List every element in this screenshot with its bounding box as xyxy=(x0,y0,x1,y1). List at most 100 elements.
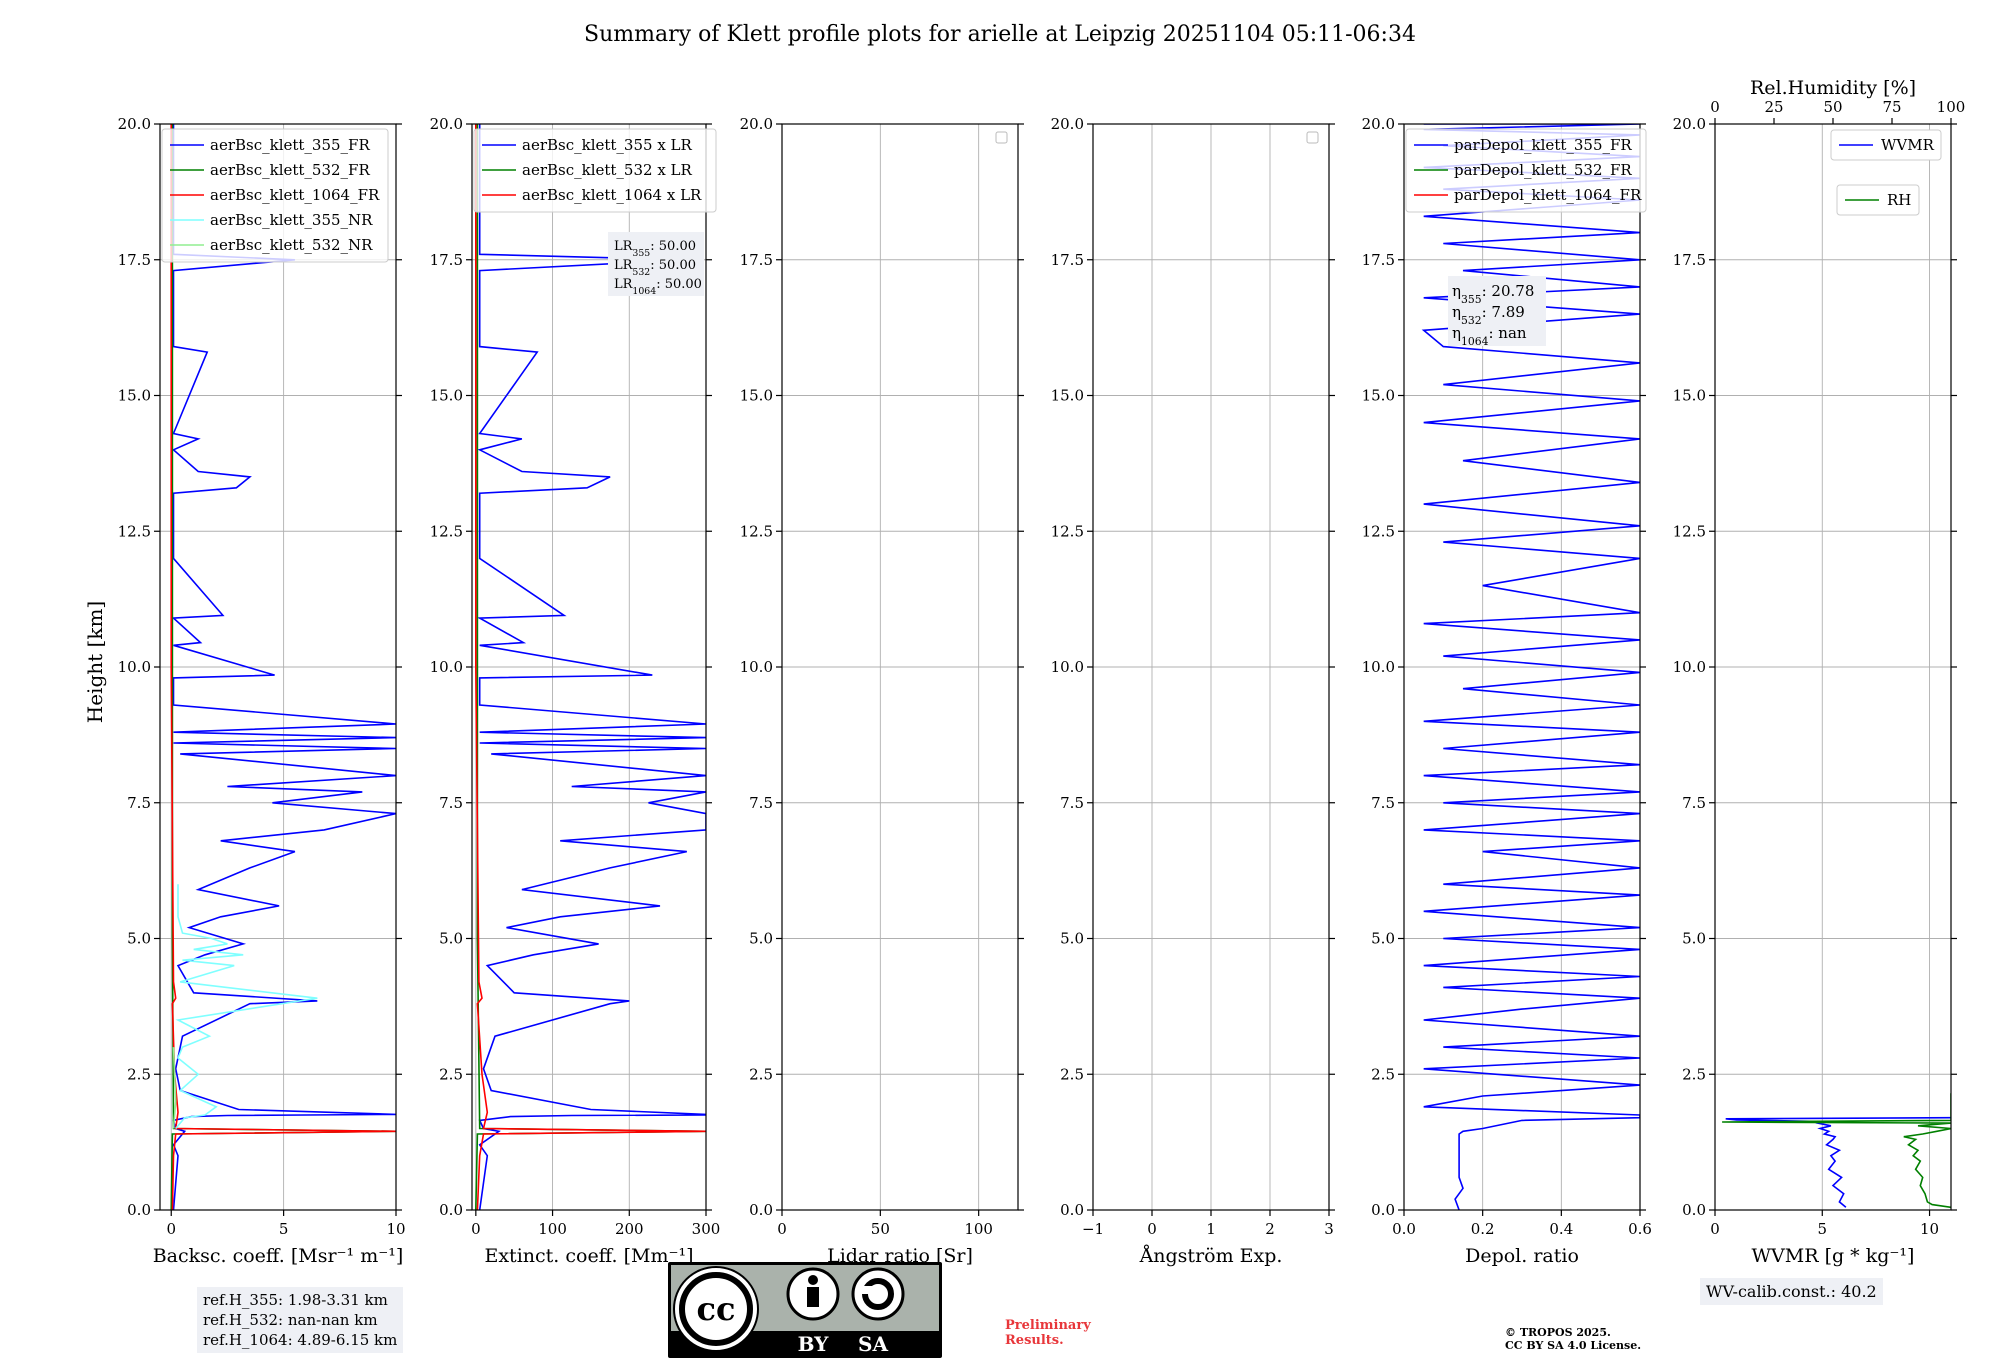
y-tick-label: 17.5 xyxy=(1362,251,1395,269)
y-tick-label: 2.5 xyxy=(1060,1065,1084,1083)
wv-calibration-box: WV-calib.const.: 40.2 xyxy=(1700,1278,1883,1305)
x-tick-label: 0.6 xyxy=(1628,1220,1652,1238)
y-tick-label: 20.0 xyxy=(1362,115,1395,133)
depol-ratio-value: η1064: nan xyxy=(1452,324,1527,348)
lr-value: LR1064: 50.00 xyxy=(614,277,702,297)
y-tick-label: 20.0 xyxy=(430,115,463,133)
y-tick-label: 5.0 xyxy=(1371,930,1395,948)
y-tick-label: 2.5 xyxy=(749,1065,773,1083)
x-tick-label: 5 xyxy=(279,1220,289,1238)
panel-depol: 0.0 2.5 5.0 7.5 10.0 12.5 15.0 17.5 20.0 0.0 0.2 0.… xyxy=(1362,115,1652,1267)
sa-recycle-icon xyxy=(851,1267,905,1321)
panel-wv: 0.02.55.07.510.012.515.017.520.00 5 10WVMR… xyxy=(1673,77,1966,1267)
legend-label: aerBsc_klett_1064_FR xyxy=(210,186,380,204)
x-tick-label: 2 xyxy=(1265,1220,1275,1238)
legend-label: aerBsc_klett_355 x LR xyxy=(522,136,693,154)
series-aerBsc_klett_355_FR xyxy=(171,124,396,1210)
panels: 0.02.55.07.510.012.515.017.520.00 5 10Back… xyxy=(118,77,1966,1267)
by-label: BY xyxy=(798,1332,830,1356)
preliminary-line-2: Results. xyxy=(1005,1333,1064,1348)
lr-value: LR355: 50.00 xyxy=(614,239,696,259)
y-tick-label: 20.0 xyxy=(1673,115,1706,133)
x-tick-label: 0.2 xyxy=(1471,1220,1495,1238)
x-tick-label: 10 xyxy=(386,1220,405,1238)
reference-height-box: ref.H_355: 1.98-3.31 km ref.H_532: nan-n… xyxy=(197,1287,404,1353)
y-tick-label: 10.0 xyxy=(1362,658,1395,676)
y-axis-label: Height [km] xyxy=(83,601,107,723)
x-axis-label: Depol. ratio xyxy=(1465,1245,1579,1267)
y-tick-label: 20.0 xyxy=(118,115,151,133)
x-axis-label: Lidar ratio [Sr] xyxy=(827,1245,973,1267)
legend-label: parDepol_klett_532_FR xyxy=(1454,161,1632,179)
x-axis-label: Extinct. coeff. [Mm⁻¹] xyxy=(484,1245,693,1267)
legend-label: aerBsc_klett_355_FR xyxy=(210,136,370,154)
y-tick-label: 5.0 xyxy=(127,930,151,948)
panel-bsc: 0.0 2.5 5.0 7.5 10.0 12.5 15.0 17.5 20.0 0 5 10 Back… xyxy=(118,115,406,1267)
legend-depol: parDepol_klett_355_FR parDepol_klett_532_… xyxy=(1405,128,1647,213)
x-tick-label: 200 xyxy=(615,1220,644,1238)
y-tick-label: 10.0 xyxy=(1051,658,1084,676)
top-x-tick-label: 50 xyxy=(1823,98,1842,116)
y-tick-label: 10.0 xyxy=(1673,658,1706,676)
x-tick-label: 3 xyxy=(1324,1220,1334,1238)
y-tick-label: 7.5 xyxy=(439,794,463,812)
y-tick-label: 17.5 xyxy=(1051,251,1084,269)
y-tick-label: 10.0 xyxy=(118,658,151,676)
y-tick-label: 12.5 xyxy=(430,522,463,540)
legend-rh: RH xyxy=(1836,184,1920,216)
top-x-axis-label: Rel.Humidity [%] xyxy=(1750,77,1916,99)
x-axis-label: Ångström Exp. xyxy=(1139,1245,1283,1267)
legend-label: parDepol_klett_355_FR xyxy=(1454,136,1632,154)
y-tick-label: 2.5 xyxy=(1682,1065,1706,1083)
legend-wvmr: WVMR xyxy=(1830,129,1942,161)
series-aerBsc_klett_532_NR xyxy=(172,1047,177,1129)
legend-label: aerBsc_klett_355_NR xyxy=(210,211,373,229)
copyright-line-1: © TROPOS 2025. xyxy=(1505,1326,1611,1339)
y-tick-label: 7.5 xyxy=(127,794,151,812)
y-tick-label: 12.5 xyxy=(1362,522,1395,540)
x-tick-label: −1 xyxy=(1082,1220,1104,1238)
x-tick-label: 0 xyxy=(166,1220,176,1238)
legend-label: aerBsc_klett_532_FR xyxy=(210,161,370,179)
series-aerBsc_klett_355 x LR xyxy=(476,124,706,1210)
y-tick-label: 0.0 xyxy=(439,1201,463,1219)
y-tick-label: 15.0 xyxy=(118,387,151,405)
panel-ext: 0.0 2.5 5.0 7.5 10.0 12.5 15.0 17.5 20.0 0 100 200 3… xyxy=(430,115,721,1267)
top-x-tick-label: 75 xyxy=(1882,98,1901,116)
legend-label: aerBsc_klett_1064 x LR xyxy=(522,186,702,204)
cc-letters: cc xyxy=(697,1290,736,1328)
legend-label: RH xyxy=(1887,191,1911,209)
x-tick-label: 100 xyxy=(538,1220,567,1238)
legend-ext: aerBsc_klett_355 x LR aerBsc_klett_532 x … xyxy=(473,128,717,213)
y-tick-label: 15.0 xyxy=(740,387,773,405)
y-tick-label: 7.5 xyxy=(1371,794,1395,812)
y-tick-label: 0.0 xyxy=(127,1201,151,1219)
y-tick-label: 15.0 xyxy=(1673,387,1706,405)
y-tick-label: 12.5 xyxy=(1051,522,1084,540)
y-tick-label: 12.5 xyxy=(1673,522,1706,540)
y-tick-label: 17.5 xyxy=(1673,251,1706,269)
legend-bsc: aerBsc_klett_355_FR aerBsc_klett_532_FRae… xyxy=(161,128,389,263)
y-tick-label: 15.0 xyxy=(430,387,463,405)
ref-height-1064: ref.H_1064: 4.89-6.15 km xyxy=(203,1331,398,1349)
preliminary-line-1: Preliminary xyxy=(1005,1318,1091,1333)
y-tick-label: 12.5 xyxy=(118,522,151,540)
x-tick-label: 300 xyxy=(692,1220,721,1238)
top-x-tick-label: 25 xyxy=(1764,98,1783,116)
y-tick-label: 7.5 xyxy=(1060,794,1084,812)
x-tick-label: 0 xyxy=(777,1220,787,1238)
y-tick-label: 20.0 xyxy=(1051,115,1084,133)
y-tick-label: 10.0 xyxy=(740,658,773,676)
legend-label: aerBsc_klett_532 x LR xyxy=(522,161,693,179)
top-x-tick-label: 100 xyxy=(1937,98,1966,116)
panel-ang: 0.0 2.5 5.0 7.5 10.0 12.5 15.0 17.5 20.0 −1 0 1 2 3 Ån… xyxy=(1051,115,1335,1267)
y-tick-label: 5.0 xyxy=(1682,930,1706,948)
y-tick-label: 17.5 xyxy=(430,251,463,269)
y-tick-label: 5.0 xyxy=(439,930,463,948)
x-axis-label: Backsc. coeff. [Msr⁻¹ m⁻¹] xyxy=(153,1245,404,1267)
depol-ratio-value: η355: 20.78 xyxy=(1452,282,1534,306)
legend-label: aerBsc_klett_532_NR xyxy=(210,236,373,254)
x-tick-label: 0.0 xyxy=(1392,1220,1416,1238)
